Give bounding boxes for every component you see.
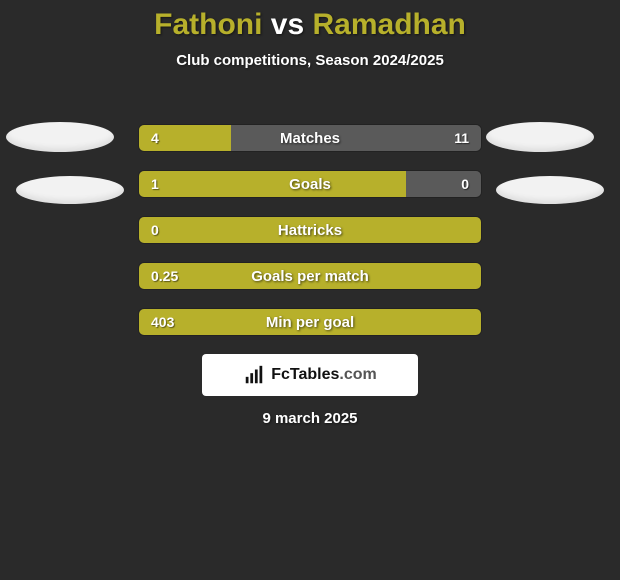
stat-value-left: 0 — [151, 222, 159, 238]
stat-value-right: 11 — [454, 130, 469, 146]
stat-seg-left: 403 — [139, 309, 481, 335]
stat-value-left: 403 — [151, 314, 174, 330]
stat-seg-left: 4 — [139, 125, 231, 151]
subtitle: Club competitions, Season 2024/2025 — [0, 52, 620, 69]
stat-row: 0.25Goals per match — [138, 262, 482, 290]
stats-column: 411Matches10Goals0Hattricks0.25Goals per… — [138, 124, 482, 354]
stat-row: 0Hattricks — [138, 216, 482, 244]
chart-bar-icon — [243, 364, 265, 386]
avatar-oval — [16, 176, 124, 204]
player1-name: Fathoni — [154, 8, 262, 41]
date-text: 9 march 2025 — [0, 410, 620, 427]
stat-value-left: 1 — [151, 176, 159, 192]
stat-value-right: 0 — [461, 176, 469, 192]
brand-domain: .com — [339, 366, 376, 383]
stat-value-left: 0.25 — [151, 268, 178, 284]
stat-row: 411Matches — [138, 124, 482, 152]
stat-seg-right: 11 — [231, 125, 481, 151]
stat-seg-left: 1 — [139, 171, 406, 197]
stat-seg-right: 0 — [406, 171, 481, 197]
stat-seg-left: 0 — [139, 217, 481, 243]
brand-text: FcTables.com — [271, 366, 377, 384]
avatar-oval — [486, 122, 594, 152]
title-vs: vs — [271, 8, 304, 41]
stat-seg-left: 0.25 — [139, 263, 481, 289]
stat-value-left: 4 — [151, 130, 159, 146]
player2-name: Ramadhan — [313, 8, 466, 41]
stat-row: 10Goals — [138, 170, 482, 198]
brand-name: FcTables — [271, 366, 339, 383]
stat-row: 403Min per goal — [138, 308, 482, 336]
avatar-oval — [496, 176, 604, 204]
brand-box: FcTables.com — [202, 354, 418, 396]
avatar-oval — [6, 122, 114, 152]
page-title: Fathoni vs Ramadhan — [0, 0, 620, 42]
